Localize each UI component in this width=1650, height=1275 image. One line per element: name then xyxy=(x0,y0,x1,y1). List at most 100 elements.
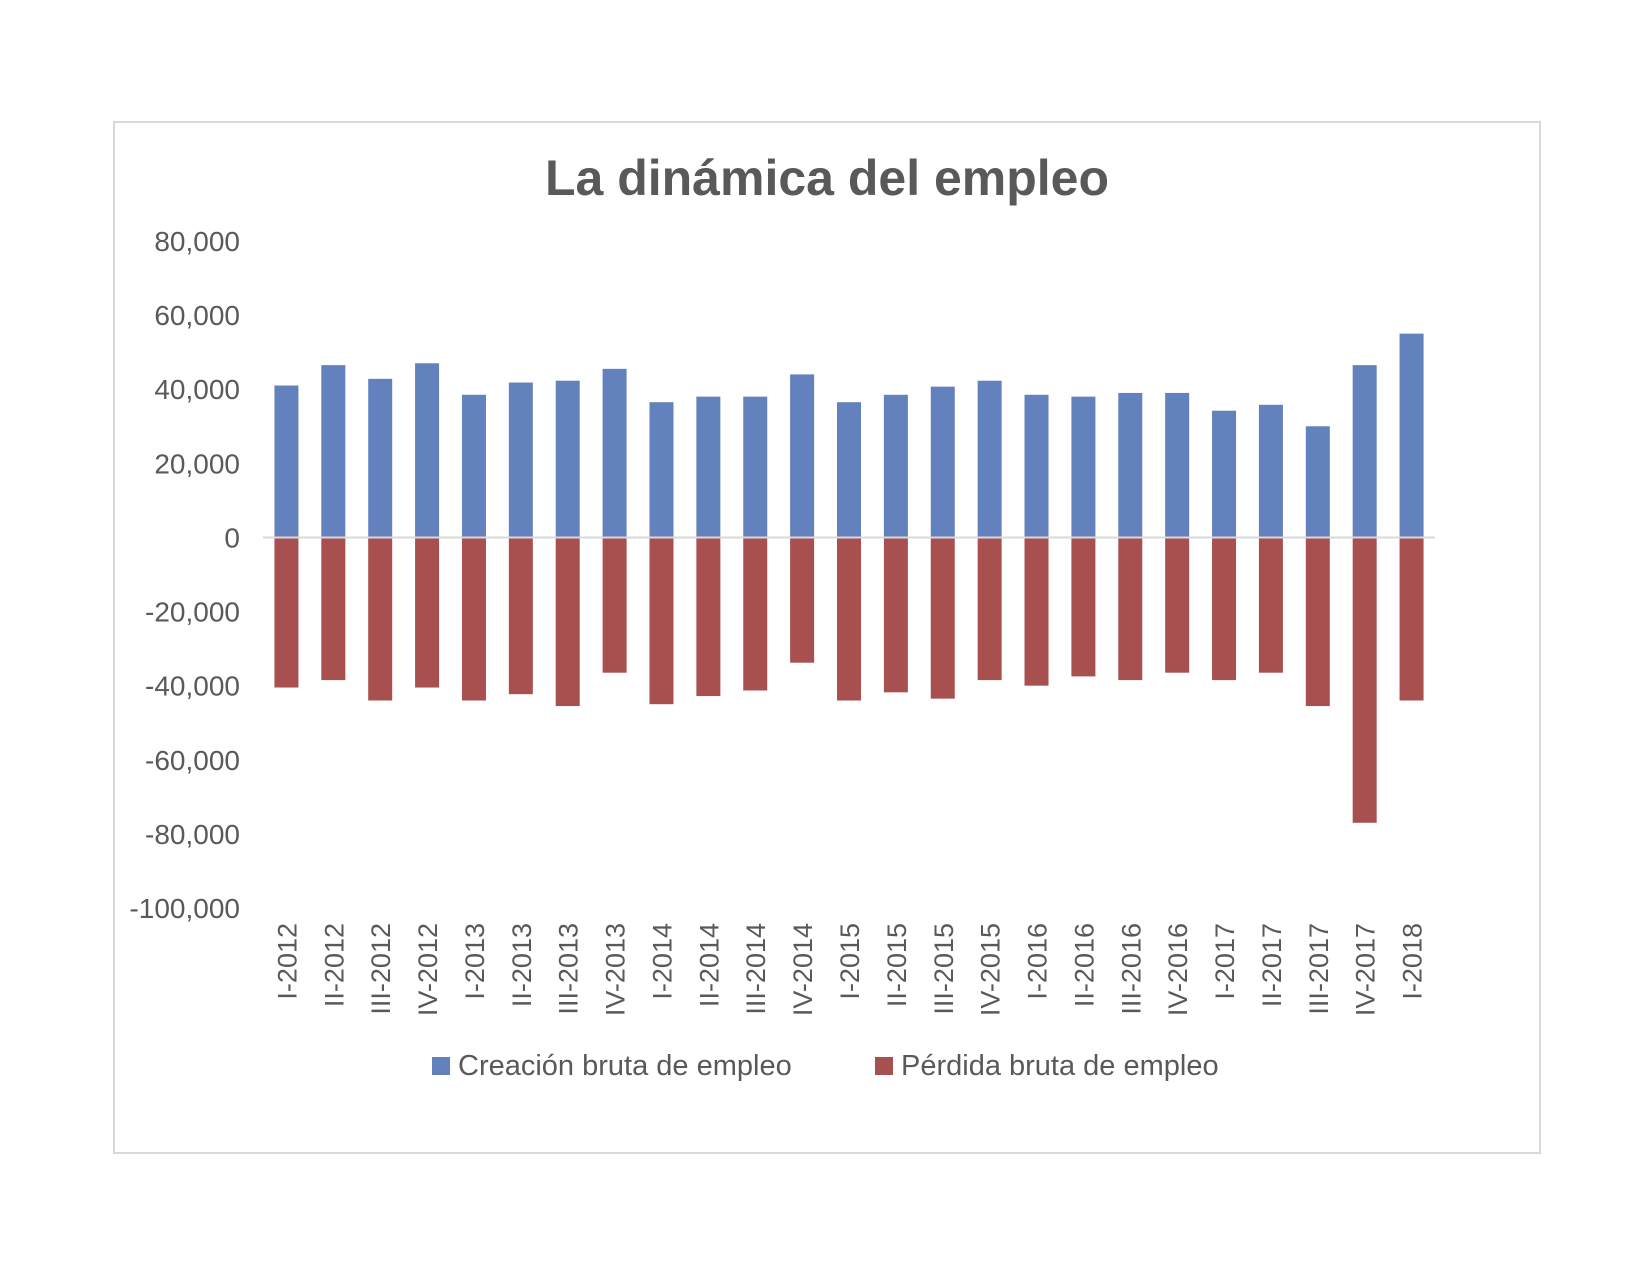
bar xyxy=(1165,537,1190,673)
bar xyxy=(1212,410,1237,538)
bar xyxy=(555,380,580,538)
x-tick-label: III-2017 xyxy=(1304,923,1334,1015)
y-tick-label: -40,000 xyxy=(145,671,240,702)
bars xyxy=(274,333,1424,823)
bar xyxy=(696,537,721,697)
bar xyxy=(368,378,393,538)
bar xyxy=(977,380,1002,538)
bar xyxy=(649,537,674,705)
bar xyxy=(415,363,440,538)
legend-swatch xyxy=(875,1057,893,1075)
x-tick-label: I-2016 xyxy=(1023,923,1053,1000)
bar xyxy=(930,537,955,699)
x-tick-label: IV-2017 xyxy=(1351,923,1381,1016)
chart-svg: La dinámica del empleo 80,000 60,000 40,00… xyxy=(129,150,1435,1082)
bar xyxy=(1071,396,1096,538)
bar xyxy=(321,537,346,681)
bar xyxy=(508,537,533,695)
x-tick-label: I-2015 xyxy=(835,923,865,1000)
y-tick-label: -80,000 xyxy=(145,819,240,850)
x-tick-label: II-2014 xyxy=(694,923,724,1007)
bar xyxy=(1071,537,1096,677)
bar xyxy=(977,537,1002,681)
y-tick-label: 20,000 xyxy=(154,448,240,479)
bar xyxy=(883,537,908,693)
x-tick-label: IV-2016 xyxy=(1163,923,1193,1016)
bar xyxy=(790,374,815,538)
bar xyxy=(1305,426,1330,538)
y-tick-label: -60,000 xyxy=(145,745,240,776)
y-axis: 80,000 60,000 40,000 20,000 0 -20,000 -40,000 -… xyxy=(129,226,240,924)
bar xyxy=(1024,537,1049,686)
y-tick-label: -20,000 xyxy=(145,597,240,628)
x-tick-label: III-2013 xyxy=(554,923,584,1015)
series-creacion xyxy=(274,333,1424,538)
x-tick-label: IV-2013 xyxy=(601,923,631,1016)
x-tick-label: III-2012 xyxy=(366,923,396,1015)
x-tick-label: II-2017 xyxy=(1257,923,1287,1007)
chart-frame: La dinámica del empleo 80,000 60,000 40,00… xyxy=(113,121,1541,1154)
x-tick-label: II-2012 xyxy=(319,923,349,1007)
bar xyxy=(649,402,674,538)
bar xyxy=(321,365,346,538)
bar xyxy=(1399,333,1424,538)
legend-item-creacion: Creación bruta de empleo xyxy=(432,1050,792,1082)
legend-label: Creación bruta de empleo xyxy=(458,1050,792,1082)
bar xyxy=(743,537,768,691)
bar xyxy=(1024,394,1049,538)
bar xyxy=(274,537,299,688)
bar xyxy=(602,368,627,538)
bar xyxy=(415,537,440,688)
bar xyxy=(790,537,815,663)
y-tick-label: 40,000 xyxy=(154,374,240,405)
x-tick-label: I-2018 xyxy=(1398,923,1428,1000)
y-tick-label: 60,000 xyxy=(154,300,240,331)
x-tick-label: IV-2014 xyxy=(788,923,818,1016)
y-tick-label: -100,000 xyxy=(129,893,240,924)
bar xyxy=(1118,392,1143,538)
x-tick-label: II-2016 xyxy=(1069,923,1099,1007)
bar xyxy=(1352,537,1377,823)
bar xyxy=(555,537,580,707)
bar xyxy=(1352,365,1377,538)
x-axis: I-2012 II-2012 III-2012 IV-2012 I-2013 II-201… xyxy=(272,923,1427,1016)
bar xyxy=(1165,392,1190,538)
bar xyxy=(1212,537,1237,681)
x-tick-label: II-2013 xyxy=(507,923,537,1007)
series-perdida xyxy=(274,537,1424,823)
x-tick-label: III-2015 xyxy=(929,923,959,1015)
bar xyxy=(696,396,721,538)
bar xyxy=(743,396,768,538)
x-tick-label: I-2014 xyxy=(647,923,677,1000)
bar xyxy=(883,394,908,538)
bar xyxy=(274,385,299,538)
x-tick-label: III-2014 xyxy=(741,923,771,1015)
chart-title: La dinámica del empleo xyxy=(545,150,1109,206)
bar xyxy=(1258,537,1283,673)
legend-swatch xyxy=(432,1057,450,1075)
legend: Creación bruta de empleo Pérdida bruta de… xyxy=(432,1050,1219,1082)
legend-item-perdida: Pérdida bruta de empleo xyxy=(875,1050,1219,1082)
bar xyxy=(837,402,861,538)
y-tick-label: 0 xyxy=(224,522,240,553)
x-tick-label: I-2012 xyxy=(272,923,302,1000)
bar xyxy=(461,537,486,701)
y-tick-label: 80,000 xyxy=(154,226,240,257)
bar xyxy=(837,537,861,701)
bar xyxy=(602,537,627,673)
x-tick-label: IV-2015 xyxy=(976,923,1006,1016)
x-tick-label: I-2017 xyxy=(1210,923,1240,1000)
bar xyxy=(930,386,955,538)
x-tick-label: III-2016 xyxy=(1116,923,1146,1015)
bar xyxy=(1399,537,1424,701)
x-tick-label: II-2015 xyxy=(882,923,912,1007)
bar xyxy=(1258,404,1283,538)
bar xyxy=(461,394,486,538)
legend-label: Pérdida bruta de empleo xyxy=(901,1050,1219,1082)
bar xyxy=(1305,537,1330,707)
x-tick-label: IV-2012 xyxy=(413,923,443,1016)
bar xyxy=(368,537,393,701)
x-tick-label: I-2013 xyxy=(460,923,490,1000)
bar xyxy=(1118,537,1143,681)
bar xyxy=(508,382,533,538)
